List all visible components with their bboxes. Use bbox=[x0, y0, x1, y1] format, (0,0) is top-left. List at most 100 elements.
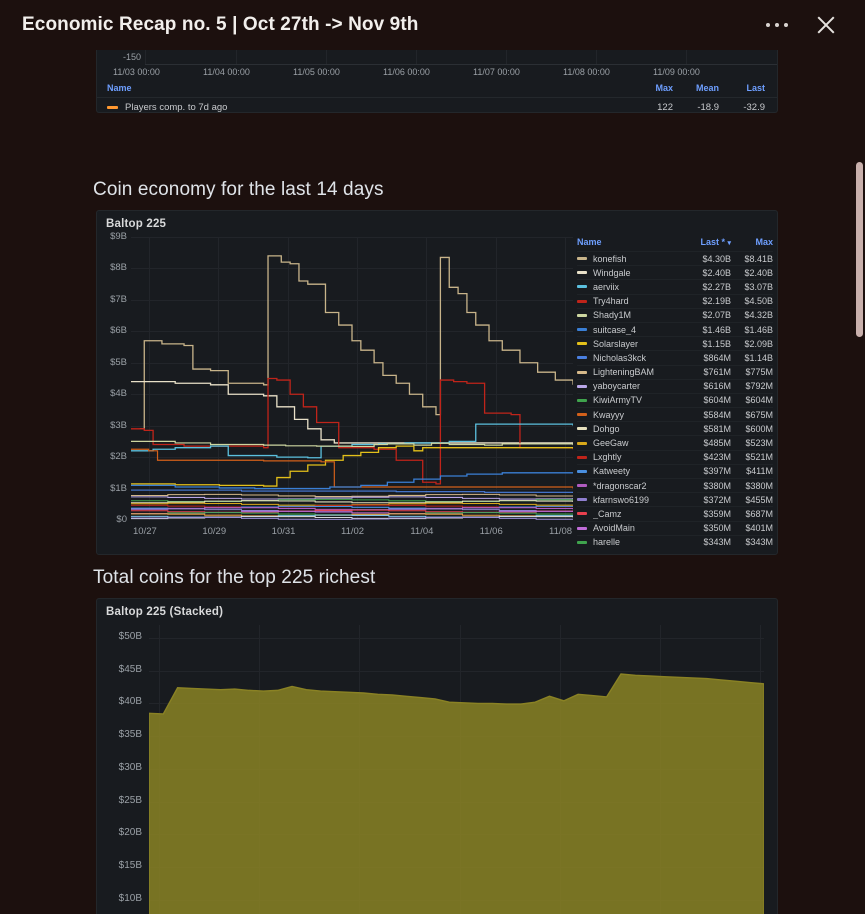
series-color-swatch bbox=[577, 299, 587, 303]
legend-series-name: aerviix bbox=[593, 281, 620, 292]
legend-row[interactable]: Dohgo $581M $600M bbox=[577, 421, 773, 435]
legend-series-name: LighteningBAM bbox=[593, 367, 655, 378]
legend-value-max: $1.14B bbox=[744, 352, 773, 363]
legend-col-name[interactable]: Name bbox=[107, 83, 132, 93]
legend-row[interactable]: Try4hard $2.19B $4.50B bbox=[577, 293, 773, 308]
legend-value-max: 122 bbox=[657, 102, 673, 113]
series-color-swatch bbox=[577, 384, 587, 388]
window-title-bar: Economic Recap no. 5 | Oct 27th -> Nov 9… bbox=[0, 0, 865, 50]
legend-value-max: $775M bbox=[745, 367, 773, 378]
series-color-swatch bbox=[107, 106, 118, 109]
panel-baltop-225-stacked: Baltop 225 (Stacked) $5B$10B$15B$20B$25B… bbox=[96, 598, 778, 914]
ellipsis-icon[interactable] bbox=[761, 10, 795, 40]
legend-value-mean: -18.9 bbox=[697, 102, 719, 113]
legend-value-last: -32.9 bbox=[743, 102, 765, 113]
legend-row[interactable]: suitcase_4 $1.46B $1.46B bbox=[577, 321, 773, 336]
grid-line-horizontal bbox=[131, 268, 573, 270]
panel-title: Baltop 225 bbox=[106, 218, 167, 230]
legend-series-name: harelle bbox=[593, 537, 621, 548]
legend-row[interactable]: AvoidMain $350M $401M bbox=[577, 520, 773, 535]
legend-row[interactable]: yaboycarter $616M $792M bbox=[577, 378, 773, 393]
legend-row[interactable]: KiwiArmyTV $604M $604M bbox=[577, 392, 773, 407]
series-color-swatch bbox=[577, 285, 587, 289]
legend-row[interactable]: harelle $343M $343M bbox=[577, 534, 773, 549]
legend-row[interactable]: Players comp. to 7d ago 122 -18.9 -32.9 bbox=[97, 102, 777, 113]
series-color-swatch bbox=[577, 356, 587, 360]
legend-row[interactable]: konefish $4.30B $8.41B bbox=[577, 251, 773, 265]
grid-line-vertical bbox=[357, 237, 358, 520]
legend-value-last: $350M bbox=[703, 523, 731, 534]
legend-row[interactable]: Kwayyy $584M $675M bbox=[577, 407, 773, 421]
legend-row[interactable]: Nicholas3kck $864M $1.14B bbox=[577, 350, 773, 364]
y-axis-tick: $9B bbox=[110, 231, 127, 242]
legend-value-max: $1.46B bbox=[744, 324, 773, 335]
grid-line-horizontal bbox=[131, 488, 573, 490]
legend-value-max: $521M bbox=[745, 452, 773, 463]
series-line bbox=[131, 496, 573, 500]
legend-row[interactable]: LighteningBAM $761M $775M bbox=[577, 364, 773, 379]
scroll-viewport[interactable]: -150 11/03 00:00 11/04 00:00 11/05 00:00… bbox=[0, 50, 865, 914]
stacked-area-series bbox=[149, 673, 764, 914]
x-axis-tick: 11/04 00:00 bbox=[203, 67, 250, 77]
legend-value-max: $455M bbox=[745, 494, 773, 505]
y-axis-tick: $40B bbox=[118, 696, 142, 708]
legend-col-last[interactable]: Last bbox=[746, 83, 765, 93]
series-line bbox=[131, 500, 573, 504]
legend-series-name: *dragonscar2 bbox=[593, 480, 647, 491]
series-color-swatch bbox=[577, 313, 587, 317]
vertical-scrollbar-thumb[interactable] bbox=[856, 162, 863, 337]
legend-value-max: $4.50B bbox=[744, 296, 773, 307]
legend-row[interactable]: Katweety $397M $411M bbox=[577, 463, 773, 478]
legend-value-last: $761M bbox=[703, 367, 731, 378]
legend-value-last: $2.07B bbox=[702, 310, 731, 321]
legend-row[interactable]: *dragonscar2 $380M $380M bbox=[577, 478, 773, 492]
legend-row[interactable]: _Camz $359M $687M bbox=[577, 506, 773, 520]
legend-row[interactable]: Solarslayer $1.15B $2.09B bbox=[577, 336, 773, 350]
legend-col-name[interactable]: Name bbox=[577, 237, 602, 247]
legend-row[interactable]: GeeGaw $485M $523M bbox=[577, 435, 773, 449]
series-color-swatch bbox=[577, 526, 587, 530]
y-axis-tick: $25B bbox=[118, 794, 142, 806]
series-color-swatch bbox=[577, 484, 587, 488]
series-line bbox=[131, 489, 573, 493]
x-axis-tick: 11/08 00:00 bbox=[563, 67, 610, 77]
legend-series-name: Windgale bbox=[593, 267, 631, 278]
legend-value-max: $411M bbox=[746, 466, 773, 477]
chart-plot-area[interactable] bbox=[131, 237, 573, 520]
legend-col-mean[interactable]: Mean bbox=[695, 83, 719, 93]
y-axis-tick: $30B bbox=[118, 761, 142, 773]
legend-value-last: $397M bbox=[703, 466, 731, 477]
x-axis-tick: 11/07 00:00 bbox=[473, 67, 520, 77]
legend-value-max: $2.40B bbox=[744, 267, 773, 278]
legend-value-max: $401M bbox=[745, 523, 773, 534]
y-axis-tick: $5B bbox=[110, 356, 127, 368]
close-icon[interactable] bbox=[809, 8, 843, 42]
legend-col-max[interactable]: Max bbox=[655, 83, 673, 93]
window-title: Economic Recap no. 5 | Oct 27th -> Nov 9… bbox=[22, 14, 419, 35]
legend-row[interactable]: kfarnswo6199 $372M $455M bbox=[577, 492, 773, 506]
x-axis-tick: 11/03 00:00 bbox=[113, 67, 160, 77]
legend-row[interactable]: Lxghtly $423M $521M bbox=[577, 449, 773, 464]
legend-col-max[interactable]: Max bbox=[755, 237, 773, 247]
y-axis-tick: $45B bbox=[118, 663, 142, 675]
grid-line-vertical bbox=[149, 237, 150, 520]
legend-row[interactable]: Windgale $2.40B $2.40B bbox=[577, 265, 773, 279]
series-color-swatch bbox=[577, 512, 587, 516]
series-line bbox=[131, 472, 573, 490]
legend-value-max: $600M bbox=[745, 423, 773, 434]
chart-plot-area[interactable] bbox=[149, 625, 764, 914]
grid-line-vertical bbox=[495, 237, 497, 520]
series-color-swatch bbox=[577, 342, 587, 346]
legend-value-last: $2.40B bbox=[702, 267, 731, 278]
y-axis-tick: $3B bbox=[110, 419, 127, 431]
legend-series-name: GeeGaw bbox=[593, 438, 629, 449]
panel-players-comparison: -150 11/03 00:00 11/04 00:00 11/05 00:00… bbox=[96, 50, 778, 113]
x-axis-tick: 11/02 bbox=[341, 526, 365, 537]
legend-series-name: Dohgo bbox=[593, 423, 620, 434]
legend-series-name: KiwiArmyTV bbox=[593, 395, 642, 406]
legend-row[interactable]: Shady1M $2.07B $4.32B bbox=[577, 307, 773, 322]
x-axis-tick: 10/27 bbox=[133, 526, 157, 537]
grid-line-horizontal bbox=[149, 638, 764, 640]
legend-col-last[interactable]: Last * ▾ bbox=[700, 237, 731, 247]
legend-row[interactable]: aerviix $2.27B $3.07B bbox=[577, 279, 773, 293]
